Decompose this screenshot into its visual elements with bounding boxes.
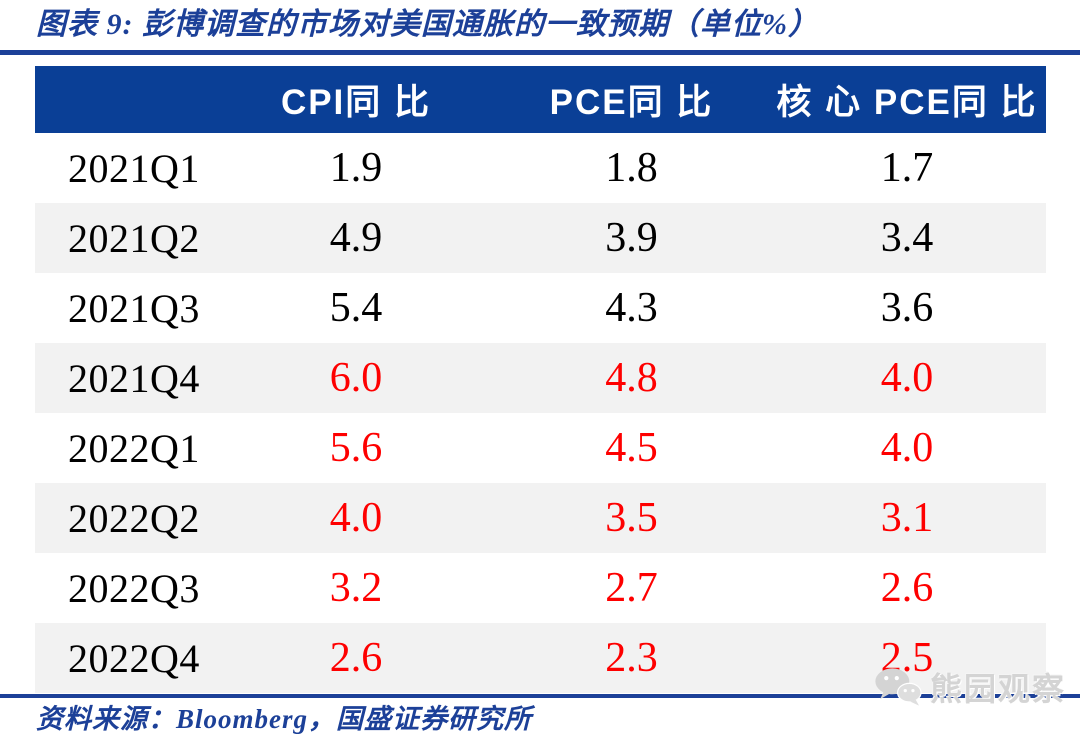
figure-title: 图表 9: 彭博调查的市场对美国通胀的一致预期（单位%） bbox=[36, 8, 819, 41]
column-header-pce: PCE同 比 bbox=[494, 66, 768, 133]
wechat-icon bbox=[872, 666, 924, 708]
watermark-label: 熊园观察 bbox=[929, 671, 1066, 707]
table-body: 2021Q1 1.9 1.8 1.7 2021Q2 4.9 3.9 3.4 2021Q3 5.4 4… bbox=[35, 133, 1046, 693]
quarter-cell: 2021Q3 bbox=[68, 285, 200, 331]
value-cell: 2.6 bbox=[880, 565, 934, 611]
value-cell: 1.7 bbox=[880, 145, 934, 191]
value-cell: 2.6 bbox=[216, 623, 495, 693]
value-cell: 2.3 bbox=[494, 623, 768, 693]
value-cell: 5.6 bbox=[329, 425, 383, 471]
column-header-quarter bbox=[35, 66, 217, 133]
value-cell: 4.0 bbox=[880, 425, 934, 471]
value-cell: 2.7 bbox=[605, 565, 658, 611]
watermark: 熊园观察 bbox=[872, 664, 1066, 710]
value-cell: 6.0 bbox=[216, 343, 495, 413]
value-cell: 3.4 bbox=[767, 203, 1046, 273]
table-row: 2022Q4 2.6 2.3 2.5 bbox=[35, 623, 1046, 693]
table-row: 2022Q3 3.2 2.7 2.6 bbox=[35, 553, 1046, 623]
value-cell: 4.8 bbox=[494, 343, 768, 413]
source-note: 资料来源：Bloomberg，国盛证券研究所 bbox=[36, 704, 533, 734]
value-cell: 4.3 bbox=[605, 285, 658, 331]
title-divider bbox=[0, 50, 1080, 55]
footer-divider bbox=[0, 694, 1080, 698]
value-cell: 3.1 bbox=[767, 483, 1046, 553]
table-row: 2021Q1 1.9 1.8 1.7 bbox=[35, 133, 1046, 203]
quarter-cell: 2022Q4 bbox=[35, 623, 217, 693]
quarter-cell: 2021Q4 bbox=[35, 343, 217, 413]
inflation-expectations-table: CPI同 比 PCE同 比 核 心 PCE同 比 2021Q1 1.9 1.8 1.7… bbox=[35, 66, 1046, 693]
table-row: 2022Q1 5.6 4.5 4.0 bbox=[35, 413, 1046, 483]
table-row: 2022Q2 4.0 3.5 3.1 bbox=[35, 483, 1046, 553]
quarter-cell: 2022Q3 bbox=[68, 565, 200, 611]
quarter-cell: 2022Q1 bbox=[68, 425, 200, 471]
value-cell: 1.9 bbox=[329, 145, 383, 191]
table-row: 2021Q3 5.4 4.3 3.6 bbox=[35, 273, 1046, 343]
column-header-core-pce: 核 心 PCE同 比 bbox=[767, 66, 1046, 133]
quarter-cell: 2022Q2 bbox=[35, 483, 217, 553]
value-cell: 4.5 bbox=[605, 425, 658, 471]
table-row: 2021Q4 6.0 4.8 4.0 bbox=[35, 343, 1046, 413]
quarter-cell: 2021Q1 bbox=[68, 145, 200, 191]
table-row: 2021Q2 4.9 3.9 3.4 bbox=[35, 203, 1046, 273]
value-cell: 3.2 bbox=[329, 565, 383, 611]
value-cell: 3.6 bbox=[880, 285, 934, 331]
value-cell: 3.5 bbox=[494, 483, 768, 553]
value-cell: 4.0 bbox=[216, 483, 495, 553]
quarter-cell: 2021Q2 bbox=[35, 203, 217, 273]
value-cell: 3.9 bbox=[494, 203, 768, 273]
table-header: CPI同 比 PCE同 比 核 心 PCE同 比 bbox=[35, 66, 1046, 133]
value-cell: 1.8 bbox=[605, 145, 658, 191]
header-row: CPI同 比 PCE同 比 核 心 PCE同 比 bbox=[35, 66, 1046, 133]
value-cell: 5.4 bbox=[329, 285, 383, 331]
column-header-cpi: CPI同 比 bbox=[216, 66, 495, 133]
value-cell: 4.0 bbox=[767, 343, 1046, 413]
value-cell: 4.9 bbox=[216, 203, 495, 273]
